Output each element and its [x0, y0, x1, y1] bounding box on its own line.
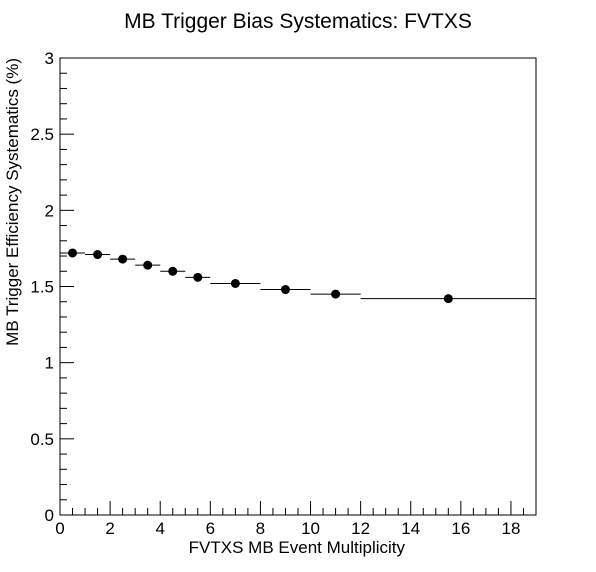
- x-tick-label: 16: [451, 519, 470, 538]
- x-axis-label: FVTXS MB Event Multiplicity: [189, 538, 406, 557]
- x-tick-label: 14: [401, 519, 420, 538]
- x-tick-label: 0: [55, 519, 64, 538]
- x-tick-label: 4: [155, 519, 164, 538]
- x-tick-label: 12: [351, 519, 370, 538]
- x-tick-label: 8: [256, 519, 265, 538]
- y-tick-label: 3: [45, 49, 54, 68]
- y-axis: 0 0.5 1 1.5 2 2.5 3: [30, 49, 74, 525]
- x-tick-label: 18: [501, 519, 520, 538]
- data-point: [168, 266, 178, 276]
- y-axis-label: MB Trigger Efficiency Systematics (%): [3, 58, 22, 346]
- y-tick-label: 2: [45, 201, 54, 220]
- y-tick-label: 0: [45, 506, 54, 525]
- y-tick-label: 2.5: [30, 125, 54, 144]
- data-point: [280, 285, 290, 295]
- data-point: [143, 260, 153, 270]
- data-point: [93, 250, 103, 260]
- chart-title: MB Trigger Bias Systematics: FVTXS: [124, 10, 472, 33]
- y-tick-label: 1.5: [30, 278, 54, 297]
- data-point: [118, 254, 128, 264]
- data-point: [331, 289, 341, 299]
- x-axis: 0 2 4 6 8 10 12 14 16 18: [55, 501, 537, 538]
- y-tick-label: 1: [45, 354, 54, 373]
- data-point: [193, 272, 203, 282]
- data-point: [68, 248, 78, 258]
- x-tick-label: 10: [301, 519, 320, 538]
- data-point: [230, 278, 240, 288]
- x-tick-label: 2: [105, 519, 114, 538]
- data-point: [443, 294, 453, 304]
- data-series: [60, 248, 536, 304]
- plot-frame: [59, 57, 537, 516]
- y-tick-label: 0.5: [30, 430, 54, 449]
- x-tick-label: 6: [206, 519, 215, 538]
